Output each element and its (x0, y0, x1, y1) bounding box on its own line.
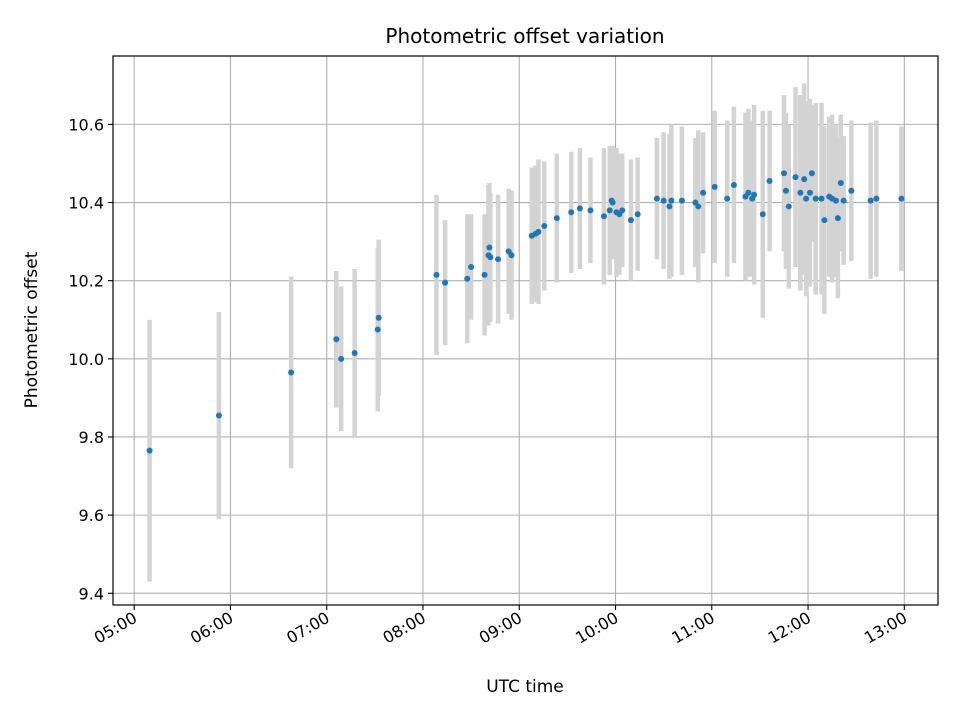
data-point (837, 179, 844, 186)
data-point (609, 199, 616, 206)
data-point (821, 217, 828, 224)
data-point (780, 170, 787, 177)
data-point (464, 275, 471, 282)
data-point (333, 336, 340, 343)
data-point (535, 228, 542, 235)
data-point (351, 349, 358, 356)
data-point (730, 181, 737, 188)
data-point (873, 195, 880, 202)
error-bars (147, 83, 904, 582)
data-point (812, 195, 819, 202)
y-tick-label: 10.6 (68, 115, 104, 134)
data-point (433, 271, 440, 278)
data-point (803, 195, 810, 202)
x-tick-label: 09:00 (476, 608, 525, 648)
data-point (606, 207, 613, 214)
data-point (806, 189, 813, 196)
data-point (801, 176, 808, 183)
data-point (288, 369, 295, 376)
data-point (568, 209, 575, 216)
chart-title: Photometric offset variation (385, 24, 664, 48)
data-point (486, 244, 493, 251)
data-point (468, 264, 475, 271)
data-point (700, 189, 707, 196)
data-point (619, 207, 626, 214)
y-tick-label: 10.0 (68, 350, 104, 369)
data-point (666, 203, 673, 210)
y-tick-label: 9.4 (79, 584, 104, 603)
data-point (600, 213, 607, 220)
data-point (374, 326, 381, 333)
data-point (576, 205, 583, 212)
data-point (678, 197, 685, 204)
data-point (745, 189, 752, 196)
data-point (782, 187, 789, 194)
data-point (797, 189, 804, 196)
data-point (792, 174, 799, 181)
data-point (481, 271, 488, 278)
x-tick-label: 13:00 (861, 608, 910, 648)
data-point (634, 211, 641, 218)
data-point (759, 211, 766, 218)
y-axis-label: Photometric offset (22, 251, 42, 408)
y-tick-label: 9.6 (79, 506, 104, 525)
data-point (146, 447, 153, 454)
data-point (653, 195, 660, 202)
data-point (808, 170, 815, 177)
x-tick-label: 11:00 (668, 608, 717, 648)
x-tick-label: 07:00 (283, 608, 332, 648)
data-point (375, 314, 382, 321)
x-tick-label: 10:00 (572, 608, 621, 648)
data-points (146, 170, 905, 454)
x-tick-label: 08:00 (380, 608, 429, 648)
data-point (660, 197, 667, 204)
data-point (495, 256, 502, 263)
data-point (785, 203, 792, 210)
data-point (840, 197, 847, 204)
data-point (695, 203, 702, 210)
x-tick-label: 12:00 (765, 608, 814, 648)
x-axis-label: UTC time (486, 677, 564, 697)
data-point (668, 197, 675, 204)
data-point (338, 355, 345, 362)
data-point (508, 252, 515, 259)
data-point (848, 187, 855, 194)
x-tick-label: 05:00 (91, 608, 140, 648)
data-point (627, 217, 634, 224)
data-point (867, 197, 874, 204)
data-point (832, 197, 839, 204)
plot-frame (112, 55, 939, 606)
y-tick-label: 9.8 (79, 428, 104, 447)
data-point (711, 183, 718, 190)
data-point (751, 191, 758, 198)
data-point (834, 215, 841, 222)
data-point (487, 254, 494, 261)
data-point (541, 222, 548, 229)
data-point (818, 195, 825, 202)
data-point (724, 195, 731, 202)
data-point (766, 178, 773, 185)
data-point (215, 412, 222, 419)
y-tick-label: 10.2 (68, 272, 104, 291)
data-point (587, 207, 594, 214)
y-tick-label: 10.4 (68, 194, 104, 213)
data-point (553, 215, 560, 222)
x-tick-label: 06:00 (187, 608, 236, 648)
data-point (442, 279, 449, 286)
data-point (898, 195, 905, 202)
